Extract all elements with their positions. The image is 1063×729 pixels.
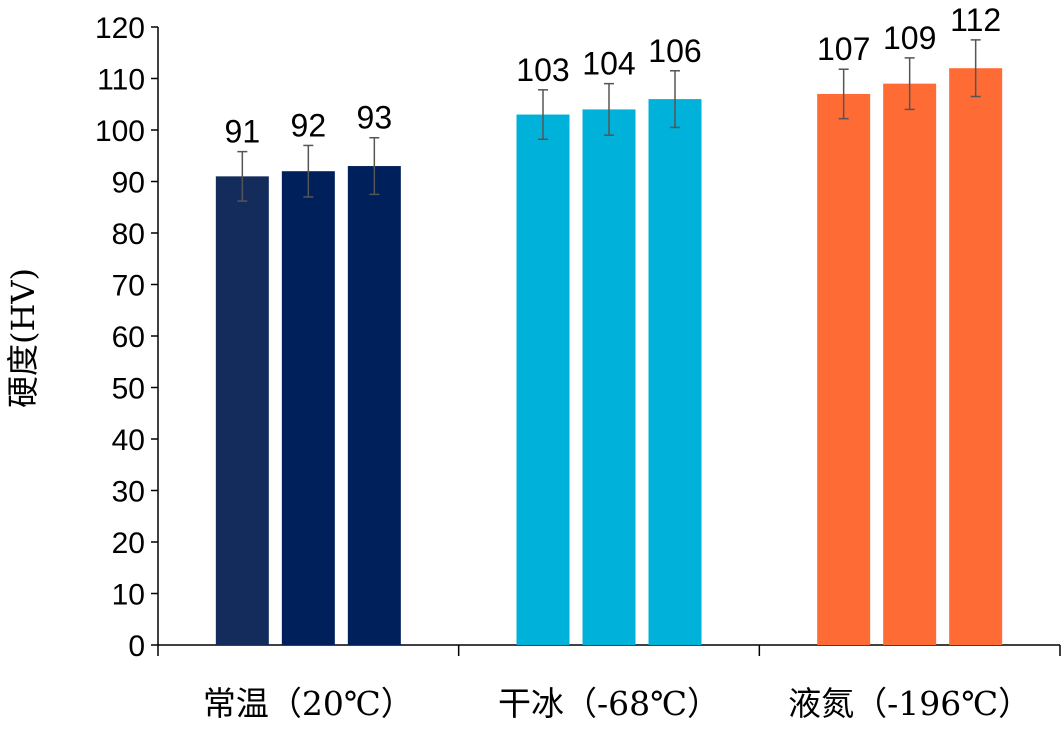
data-labels: 91 92 93 103 104 106 107 109 112: [225, 2, 1002, 150]
x-category-label: 常温（20℃）: [203, 684, 414, 723]
y-tick-label: 110: [97, 64, 145, 97]
y-tick-label: 80: [112, 218, 145, 251]
x-category-label: 干冰（-68℃）: [498, 684, 720, 723]
y-tick-label: 70: [112, 270, 145, 303]
data-label: 112: [950, 2, 1001, 38]
y-axis: 0 10 20 30 40 50 60 70 80 90 100 110 120: [95, 12, 159, 663]
x-axis: 常温（20℃） 干冰（-68℃） 液氮（-196℃）: [157, 644, 1061, 723]
data-label: 93: [357, 100, 393, 136]
data-label: 106: [648, 33, 701, 69]
data-label: 91: [225, 114, 261, 150]
data-label: 109: [883, 20, 936, 56]
data-label: 104: [582, 46, 635, 82]
bars: [215, 68, 1003, 646]
y-tick-label: 40: [112, 424, 145, 457]
y-tick-label: 90: [112, 167, 145, 200]
y-tick-label: 100: [95, 115, 145, 148]
x-category-label: 液氮（-196℃）: [788, 684, 1031, 723]
y-tick-label: 0: [128, 630, 145, 663]
bar: [949, 68, 1003, 645]
bar: [817, 93, 871, 645]
y-axis-title: 硬度(HV): [4, 268, 42, 408]
data-label: 92: [291, 107, 327, 143]
y-tick-label: 120: [95, 12, 145, 45]
bar: [516, 114, 570, 646]
error-bars: [237, 39, 981, 202]
data-label: 107: [817, 31, 870, 67]
bar: [648, 99, 702, 646]
bar: [582, 109, 636, 645]
y-tick-label: 20: [112, 527, 145, 560]
data-label: 103: [516, 52, 569, 88]
y-tick-label: 30: [112, 476, 145, 509]
y-tick-label: 10: [112, 579, 145, 612]
bar: [281, 171, 335, 645]
bar: [347, 166, 401, 646]
bar: [883, 83, 937, 645]
y-tick-label: 50: [112, 373, 145, 406]
bar: [215, 176, 269, 645]
y-tick-label: 60: [112, 321, 145, 354]
